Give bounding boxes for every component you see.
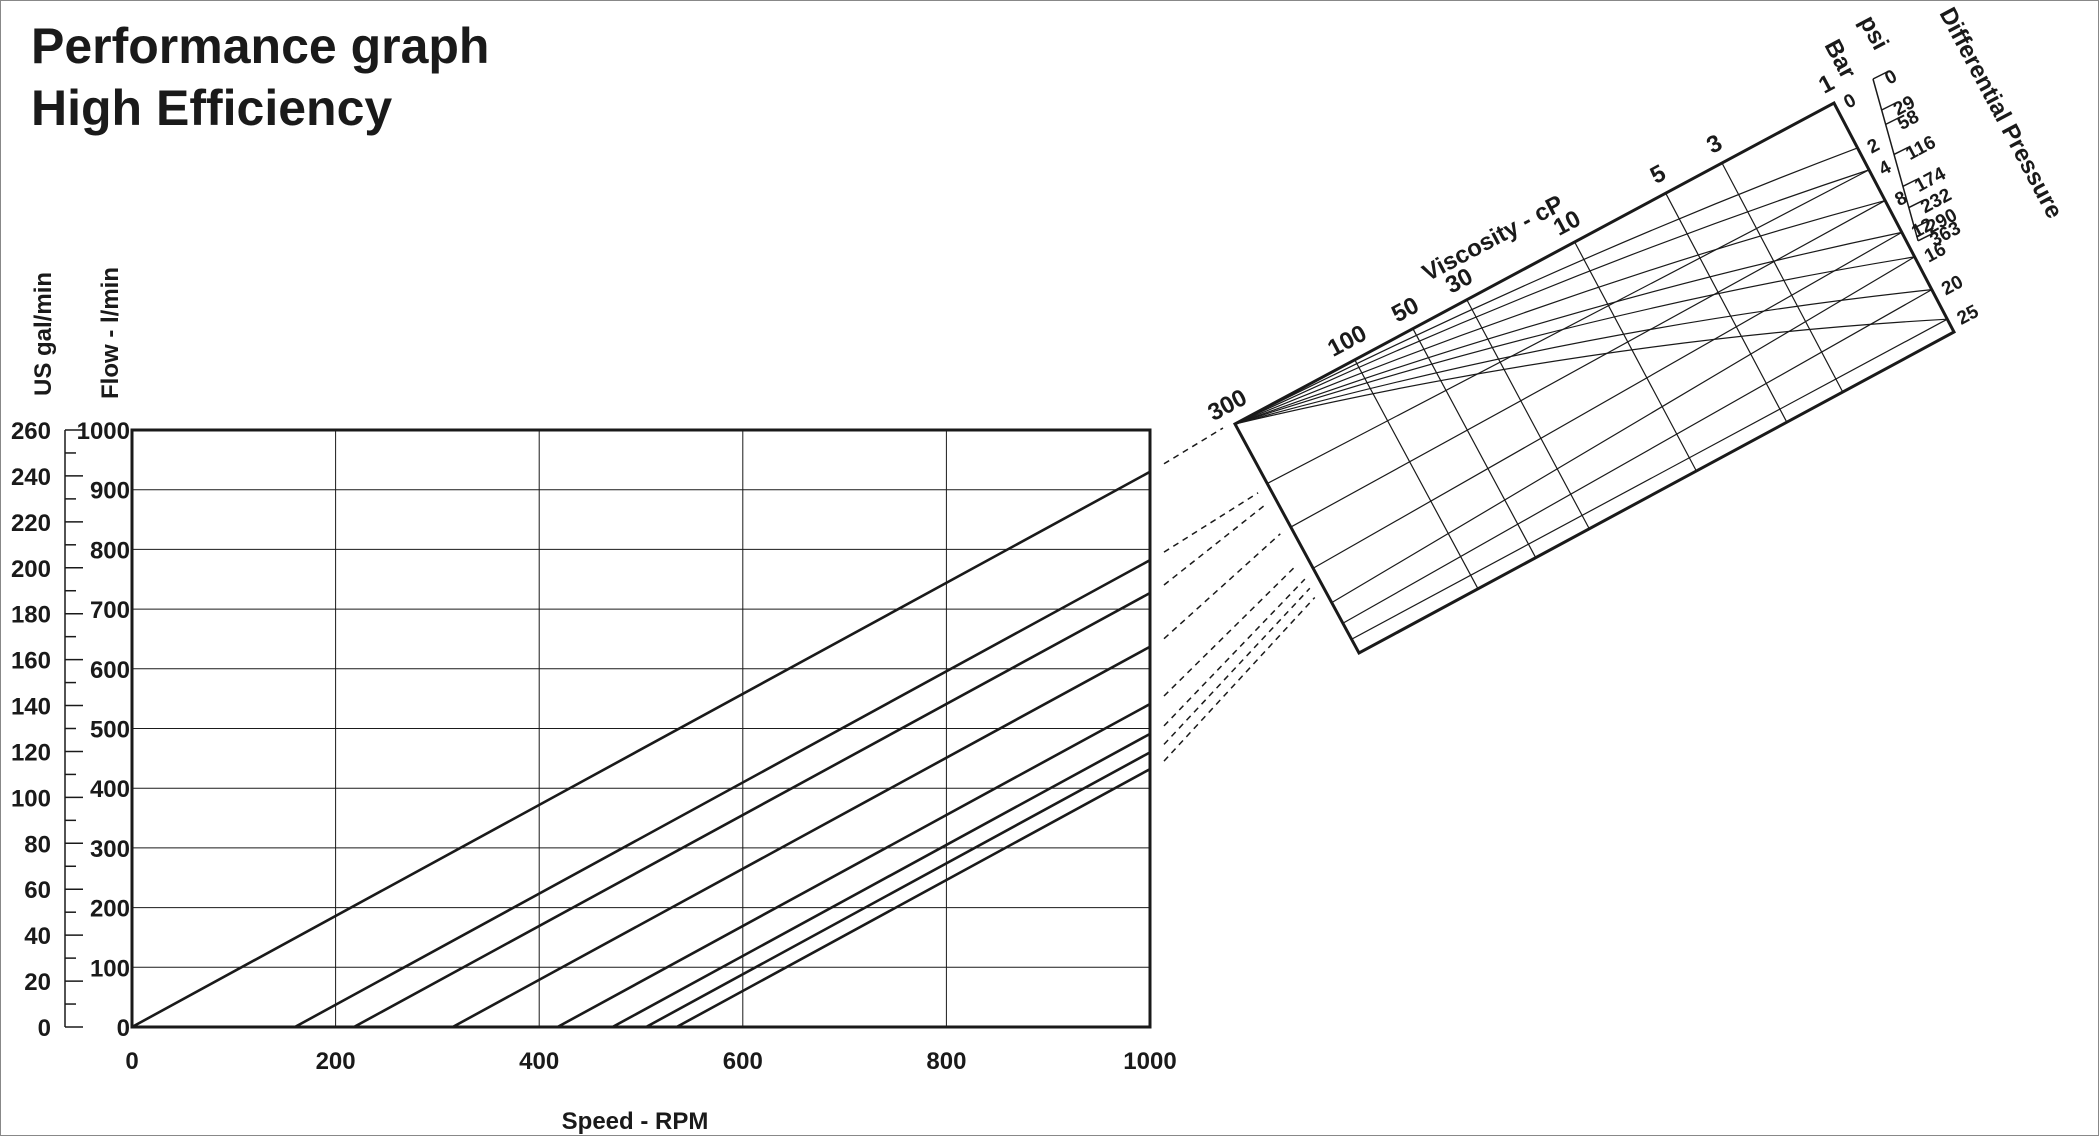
bar-tick-label: 8: [1892, 187, 1911, 211]
y-tick-label: 0: [117, 1015, 130, 1042]
viscosity-isoline: [1574, 241, 1697, 472]
nomogram-frame: [1232, 100, 1957, 656]
viscosity-isoline: [1354, 359, 1479, 590]
plot-frame: [130, 428, 1152, 1029]
viscosity-tick-label: 3: [1702, 129, 1726, 159]
y-secondary-tick-label: 40: [24, 923, 51, 950]
viscosity-isoline: [1412, 328, 1537, 558]
connector-dashed-line: [1163, 533, 1281, 640]
y-secondary-tick-label: 180: [11, 602, 51, 629]
y-tick-label: 900: [90, 478, 130, 505]
bar-tick-label: 25: [1954, 301, 1983, 330]
x-tick-label: 800: [926, 1048, 966, 1075]
y-secondary-tick-label: 140: [11, 694, 51, 721]
psi-tick: [1885, 116, 1900, 126]
viscosity-axis-label: Viscosity - cP: [1418, 190, 1568, 287]
y-tick-label: 300: [90, 836, 130, 863]
pressure-curve: [1234, 318, 1948, 425]
connector-dashed-line: [1163, 596, 1316, 762]
series-line-2: [293, 558, 1152, 1029]
chart-title: Performance graph: [31, 18, 490, 74]
connector-dashed-line: [1163, 427, 1224, 465]
viscosity-isoline: [1466, 299, 1590, 530]
psi-tick: [1881, 102, 1896, 111]
psi-tick: [1908, 199, 1924, 209]
y-tick-label: 800: [90, 537, 130, 564]
viscosity-tick-label: 50: [1387, 292, 1423, 328]
pressure-curve: [1234, 199, 1886, 425]
y-secondary-tick-label: 60: [24, 877, 51, 904]
series-line-8: [675, 767, 1152, 1029]
y-secondary-axis-label: US gal/min: [30, 272, 57, 396]
pressure-line: [1290, 200, 1886, 528]
psi-axis-line: [1872, 78, 1919, 241]
pressure-line: [1351, 318, 1948, 640]
pressure-curve: [1234, 231, 1902, 425]
y-secondary-tick-label: 120: [11, 739, 51, 766]
psi-tick: [1902, 178, 1918, 188]
y-tick-label: 200: [90, 896, 130, 923]
y-secondary-tick-label: 0: [38, 1015, 51, 1042]
y-secondary-tick-label: 200: [11, 556, 51, 583]
y-tick-label: 400: [90, 776, 130, 803]
connector-dashed-line: [1163, 492, 1259, 553]
y-tick-label: 1000: [77, 418, 130, 445]
x-tick-label: 200: [316, 1048, 356, 1075]
pressure-curve: [1234, 147, 1858, 425]
pressure-line: [1331, 256, 1915, 604]
y-secondary-tick-label: 220: [11, 510, 51, 537]
psi-tick-label: 116: [1903, 132, 1940, 165]
y-secondary-tick-label: 20: [24, 969, 51, 996]
series-line-1: [130, 470, 1152, 1029]
connector-dashed-line: [1163, 587, 1311, 745]
viscosity-isoline: [1665, 192, 1788, 423]
pressure-line: [1312, 231, 1903, 569]
psi-tick: [1872, 71, 1888, 80]
y-secondary-tick-label: 100: [11, 785, 51, 812]
y-secondary-tick-label: 80: [24, 831, 51, 858]
y-secondary-tick-label: 240: [11, 464, 51, 491]
bar-tick-label: 20: [1938, 272, 1967, 300]
x-tick-label: 1000: [1123, 1048, 1176, 1075]
series-line-3: [352, 591, 1152, 1029]
y-tick-label: 100: [90, 955, 130, 982]
psi-tick: [1917, 233, 1933, 242]
x-tick-label: 400: [519, 1048, 559, 1075]
y-tick-label: 700: [90, 597, 130, 624]
y-secondary-tick-label: 160: [11, 648, 51, 675]
connector-dashed-line: [1163, 578, 1306, 727]
bar-tick-label: 4: [1876, 157, 1896, 181]
bar-tick-label: 2: [1864, 135, 1883, 159]
viscosity-isoline: [1721, 162, 1844, 393]
series-line-6: [611, 732, 1152, 1029]
psi-tick: [1893, 146, 1909, 156]
psi-tick: [1914, 220, 1929, 229]
x-tick-label: 600: [723, 1048, 763, 1075]
pressure-line: [1266, 169, 1870, 485]
pressure-curve: [1234, 289, 1932, 425]
pressure-curve: [1234, 256, 1915, 425]
pressure-line: [1342, 289, 1933, 624]
chart-subtitle: High Efficiency: [31, 80, 393, 136]
connector-dashed-line: [1163, 564, 1298, 697]
connector-dashed-line: [1163, 504, 1266, 586]
x-axis-label: Speed - RPM: [562, 1108, 709, 1135]
y-tick-label: 600: [90, 657, 130, 684]
x-tick-label: 0: [125, 1048, 138, 1075]
y-axis-label: Flow - l/min: [97, 267, 124, 399]
pressure-curve: [1234, 169, 1870, 425]
pressure-axis-label: Differential Pressure: [1934, 3, 2068, 223]
series-line-4: [451, 645, 1152, 1029]
bar-tick-label: 0: [1840, 90, 1859, 114]
y-tick-label: 500: [90, 717, 130, 744]
psi-tick-label: 0: [1881, 66, 1900, 90]
viscosity-tick-label: 5: [1646, 160, 1670, 190]
y-secondary-tick-label: 260: [11, 418, 51, 445]
series-line-7: [644, 751, 1152, 1029]
series-line-5: [556, 702, 1152, 1029]
psi-axis-label: psi: [1854, 11, 1894, 54]
